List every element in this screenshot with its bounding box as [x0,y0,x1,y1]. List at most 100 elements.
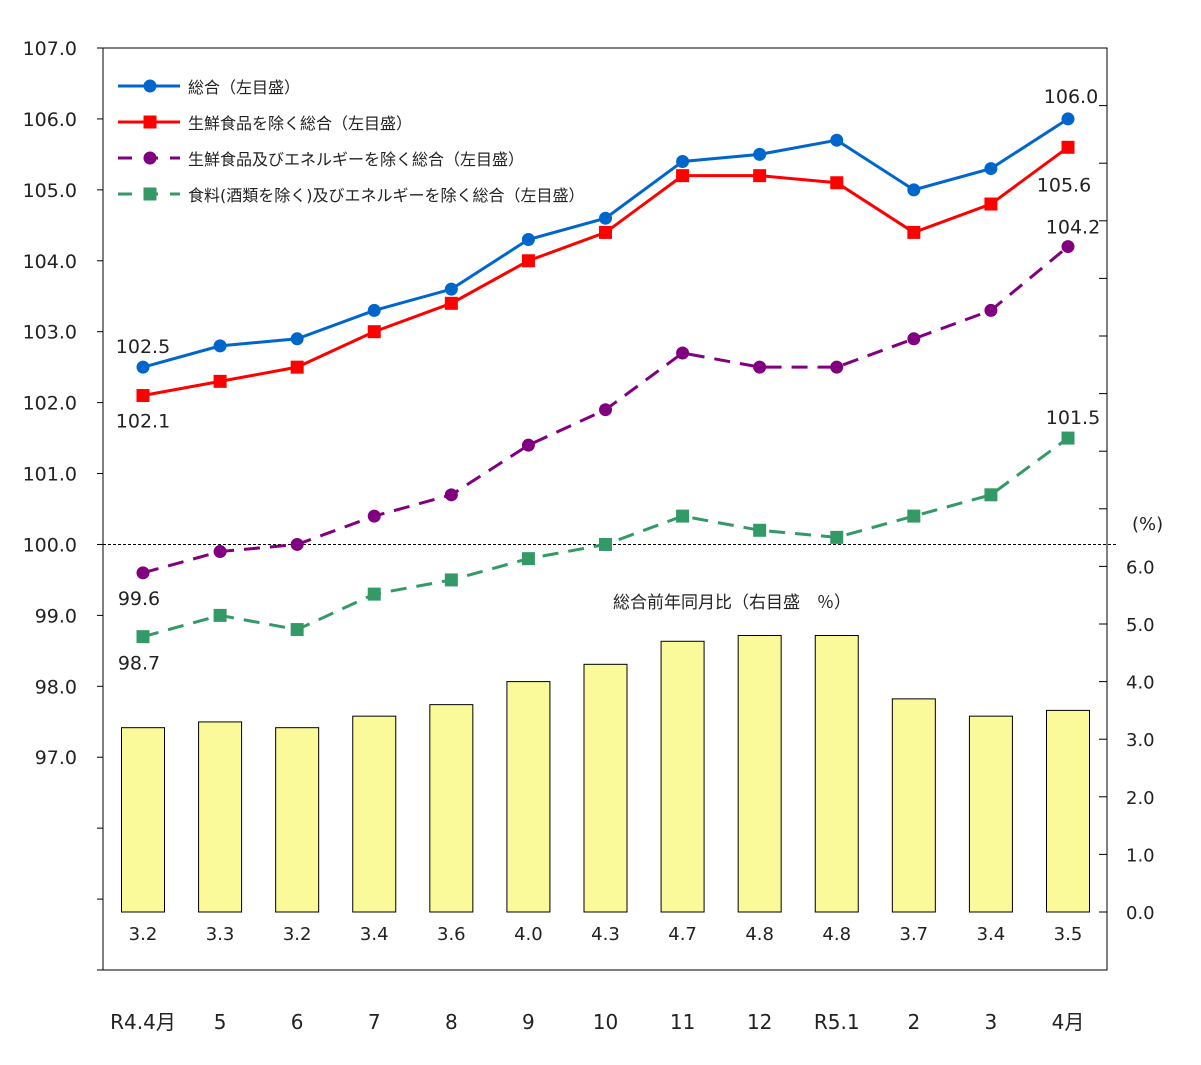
legend-item: 生鮮食品を除く総合（左目盛） [118,104,585,140]
bar [429,704,474,913]
data-point [136,389,150,403]
bar [275,727,320,913]
data-point [367,509,381,523]
bar [121,727,165,913]
left-axis-label: 102.0 [23,393,77,415]
bar [198,721,243,913]
data-point [367,587,381,601]
data-point [830,360,844,374]
bar [1046,709,1090,913]
data-point [984,162,998,176]
legend-marker-icon [118,151,180,165]
bar [814,635,859,913]
data-point [676,169,690,183]
bar-value-label: 4.8 [745,924,774,945]
legend-item: 食料(酒類を除く)及びエネルギーを除く総合（左目盛） [118,176,585,212]
x-axis-label: 9 [522,1010,535,1034]
data-point [907,332,921,346]
data-point [599,225,612,239]
data-point [444,282,458,296]
data-label-last: 106.0 [1044,86,1098,108]
bar-value-label: 4.0 [514,924,543,945]
bar [506,681,551,913]
data-point [676,346,690,360]
data-point [676,154,690,168]
x-axis-label: R5.1 [814,1010,860,1034]
bar [968,715,1013,913]
data-point [599,211,612,225]
right-axis-label: 2.0 [1126,788,1155,809]
data-point [753,360,767,374]
bar-value-label: 4.8 [822,924,851,945]
legend-item: 生鮮食品及びエネルギーを除く総合（左目盛） [118,140,585,176]
left-axis-label: 103.0 [23,322,77,344]
bar-value-label: 3.4 [977,924,1006,945]
data-point [213,339,227,353]
data-point [676,509,690,523]
left-axis-label: 100.0 [23,534,77,556]
data-point [1061,140,1075,154]
data-label-first: 102.1 [116,411,170,433]
x-axis-label: 7 [368,1010,381,1034]
legend-label: 生鮮食品及びエネルギーを除く総合（左目盛） [188,150,525,169]
data-point [521,254,535,268]
right-axis-label: 4.0 [1126,673,1155,694]
legend-label: 生鮮食品を除く総合（左目盛） [188,114,413,133]
data-point [753,147,767,161]
x-axis-label: 4月 [1052,1010,1085,1034]
right-axis-unit: (%) [1132,514,1163,535]
data-point [213,374,227,388]
series-line [142,436,1069,639]
x-axis-label: 11 [670,1010,695,1034]
data-point [290,332,304,346]
data-point [521,438,535,452]
data-point [444,573,458,587]
data-point [830,133,844,147]
bar-value-label: 3.6 [437,924,466,945]
legend-label: 食料(酒類を除く)及びエネルギーを除く総合（左目盛） [188,186,585,205]
x-axis-label: 10 [593,1010,618,1034]
left-axis-label: 105.0 [23,180,77,202]
data-label-first: 99.6 [118,588,160,610]
data-point [984,488,998,502]
x-axis-label: 5 [214,1010,227,1034]
left-axis-label: 106.0 [23,109,77,131]
bar [891,698,936,913]
data-label-last: 101.5 [1046,407,1100,429]
x-axis-label: 2 [907,1010,920,1034]
bar-value-label: 3.7 [900,924,929,945]
x-axis-label: 6 [291,1010,304,1034]
data-point [984,197,998,211]
bar-value-label: 3.3 [206,924,235,945]
left-axis-label: 107.0 [23,38,77,60]
left-axis-label: 104.0 [23,251,77,273]
data-point [444,488,458,502]
data-point [136,360,150,374]
data-point [367,303,381,317]
data-label-last: 105.6 [1037,174,1091,196]
x-axis-label: 3 [985,1010,998,1034]
data-point [521,552,535,566]
data-label-first: 102.5 [116,336,170,358]
legend-marker-icon [118,79,180,93]
x-axis-label: R4.4月 [110,1010,176,1034]
data-label-last: 104.2 [1046,217,1100,239]
data-point [213,608,227,622]
data-point [753,169,767,183]
data-point [753,523,767,537]
legend-item: 総合（左目盛） [118,68,585,104]
data-point [136,630,150,644]
right-axis-label: 3.0 [1126,730,1155,751]
legend-marker-icon [118,115,180,129]
bar [352,715,397,913]
bar [737,635,782,913]
data-point [984,303,998,317]
data-point [1061,431,1075,445]
bar-series-title: 総合前年同月比（右目盛 ％） [613,593,851,613]
data-label-first: 98.7 [118,653,160,675]
data-point [136,566,150,580]
bar [660,640,705,913]
data-point [290,623,304,637]
left-axis-label: 99.0 [35,605,77,627]
data-point [907,225,921,239]
